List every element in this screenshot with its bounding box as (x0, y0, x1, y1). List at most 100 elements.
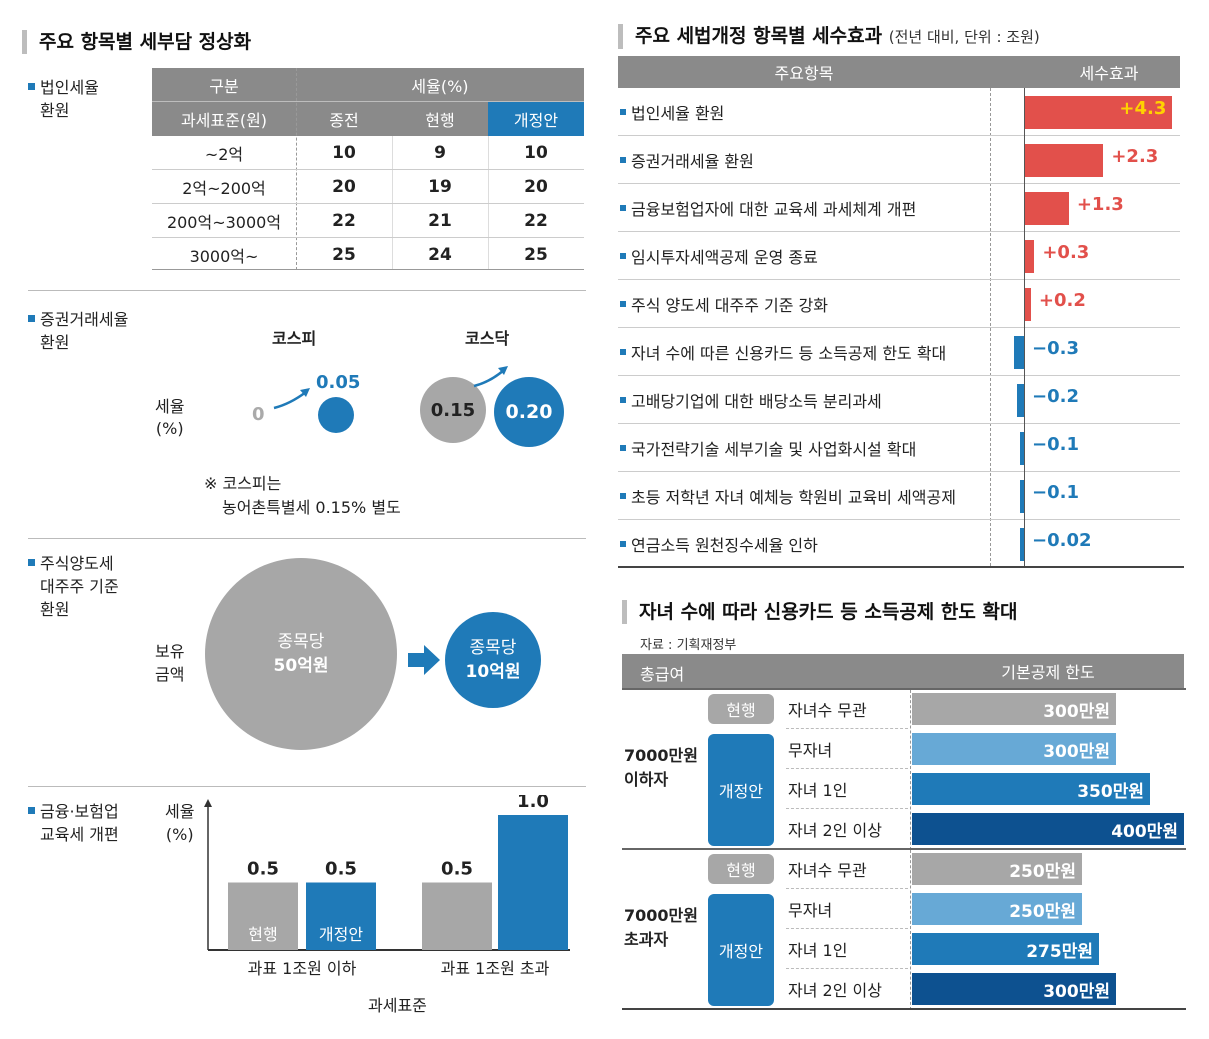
effect-value: −0.2 (1032, 386, 1079, 407)
bullet-square-icon (620, 301, 626, 307)
corp-cell-base: ~2억 (204, 145, 244, 164)
kospi-from-value: 0 (252, 404, 265, 425)
card-limit-bar: 300만원 (912, 733, 1116, 765)
effect-bar (1020, 528, 1024, 561)
corp-cell-new: 20 (524, 177, 548, 197)
y-axis-arrow-icon (204, 799, 212, 807)
effect-value: −0.1 (1032, 434, 1079, 455)
right-section-title: 주요 세법개정 항목별 세수효과 (전년 대비, 단위 : 조원) (618, 24, 1040, 49)
effect-value: −0.1 (1032, 482, 1079, 503)
card-limit-bar: 400만원 (912, 813, 1184, 845)
corp-cell-prev: 20 (332, 177, 356, 197)
col-item: 주요항목 (774, 64, 834, 83)
edu-series-label-1: 개정안 (319, 925, 363, 944)
header-base: 과세표준(원) (180, 111, 268, 130)
corp-cell-prev: 10 (332, 143, 356, 163)
effect-item-label: 금융보험업자에 대한 교육세 과세체계 개편 (620, 184, 916, 232)
card-limit-bar: 250만원 (912, 893, 1082, 925)
effect-bar (1013, 336, 1024, 369)
corp-cell-prev: 25 (332, 245, 356, 265)
edu-bar-0-1 (306, 882, 376, 950)
bullet-square-icon (620, 253, 626, 259)
new-tag: 개정안 (708, 734, 774, 846)
card-row-label: 자녀수 무관 (788, 861, 867, 880)
bullet-square-icon (620, 493, 626, 499)
current-tag: 현행 (708, 694, 774, 724)
effect-bar (1024, 96, 1173, 129)
corp-cell-new: 10 (524, 143, 548, 163)
kospi-to-circle (318, 397, 354, 433)
effect-item-label: 증권거래세율 환원 (620, 136, 754, 184)
header-new: 개정안 (513, 111, 559, 130)
capital-gains-label: 주식양도세 대주주 기준 환원 (28, 552, 119, 621)
card-row-label: 무자녀 (788, 901, 833, 920)
card-header: 총급여 기본공제 한도 (622, 654, 1184, 688)
securities-label: 증권거래세율 환원 (28, 308, 128, 354)
corp-cell-curr: 9 (434, 143, 446, 163)
card-row-label: 자녀 2인 이상 (788, 821, 882, 840)
effect-bar (1024, 288, 1031, 321)
kosdaq-label: 코스닥 (465, 329, 510, 348)
card-limit-bar: 300만원 (912, 693, 1116, 725)
bullet-square-icon (28, 315, 35, 322)
card-source: 자료 : 기획재정부 (640, 638, 737, 653)
col-effect: 세수효과 (1079, 64, 1139, 83)
card-row-label: 자녀 2인 이상 (788, 981, 882, 1000)
card-limit-bar: 300만원 (912, 973, 1116, 1005)
header-prev: 종전 (329, 111, 359, 130)
edu-bar-0-0 (228, 882, 298, 950)
effect-bar (1020, 432, 1024, 465)
arrow-up-right-icon (473, 366, 508, 388)
card-title: 자녀 수에 따라 신용카드 등 소득공제 한도 확대 (622, 600, 1017, 624)
effect-item-label: 주식 양도세 대주주 기준 강화 (620, 280, 828, 328)
effect-item-label: 고배당기업에 대한 배당소득 분리과세 (620, 376, 882, 424)
kosdaq-from-circle: 0.15 (420, 377, 486, 443)
effect-header: 주요항목 세수효과 (618, 56, 1180, 88)
kospi-to-value-label: 0.05 (316, 372, 361, 393)
col-income: 총급여 (640, 665, 685, 684)
edu-tax-label: 금융·보험업 교육세 개편 (28, 800, 119, 846)
col-limit: 기본공제 한도 (1001, 663, 1095, 682)
corp-cell-curr: 19 (428, 177, 452, 197)
effect-bar (1017, 384, 1024, 417)
corp-cell-new: 25 (524, 245, 548, 265)
corp-cell-curr: 24 (428, 245, 452, 265)
effect-value: −0.3 (1032, 338, 1079, 359)
effect-value: +1.3 (1076, 194, 1124, 215)
corp-tax-table: 구분 세율(%) 과세표준(원) 종전 현행 개정안 ~2억 10 9 10 2억~20… (152, 68, 584, 270)
bullet-square-icon (28, 83, 35, 90)
new-tag: 개정안 (708, 894, 774, 1006)
big-circle-50b: 종목당 50억원 (205, 558, 397, 750)
effect-value: +0.3 (1042, 242, 1090, 263)
income-group-label: 7000만원 초과자 (624, 906, 698, 949)
bullet-square-icon (620, 109, 626, 115)
effect-bar (1020, 480, 1024, 513)
edu-value-label-0-1: 0.5 (325, 859, 357, 880)
small-circle-10b: 종목당 10억원 (445, 612, 541, 708)
edu-value-label-1-0: 0.5 (441, 859, 473, 880)
header-rate: 세율(%) (411, 76, 469, 96)
effect-item-label: 국가전략기술 세부기술 및 사업화시설 확대 (620, 424, 916, 472)
card-row-label: 자녀 1인 (788, 941, 848, 960)
bullet-square-icon (620, 397, 626, 403)
effect-bar (1024, 240, 1035, 273)
effect-bar (1024, 192, 1069, 225)
edu-category-label-0: 과표 1조원 이하 (248, 959, 357, 978)
bullet-square-icon (28, 559, 35, 566)
effect-value: +0.2 (1038, 290, 1086, 311)
bullet-square-icon (620, 205, 626, 211)
header-curr: 현행 (425, 111, 455, 130)
corp-cell-curr: 21 (428, 211, 452, 231)
corp-cell-base: 200억~3000억 (166, 213, 282, 232)
income-group-label: 7000만원 이하자 (624, 746, 698, 789)
card-limit-bar: 275만원 (912, 933, 1099, 965)
edu-xlabel: 과세표준 (368, 996, 427, 1015)
corp-cell-base: 3000억~ (189, 247, 259, 266)
kospi-label: 코스피 (272, 329, 317, 348)
effect-item-label: 연금소득 원천징수세율 인하 (620, 520, 818, 568)
current-tag: 현행 (708, 854, 774, 884)
securities-note: ※ 코스피는 농어촌특별세 0.15% 별도 (204, 474, 401, 517)
corp-cell-base: 2억~200억 (182, 179, 266, 198)
effect-item-label: 임시투자세액공제 운영 종료 (620, 232, 818, 280)
